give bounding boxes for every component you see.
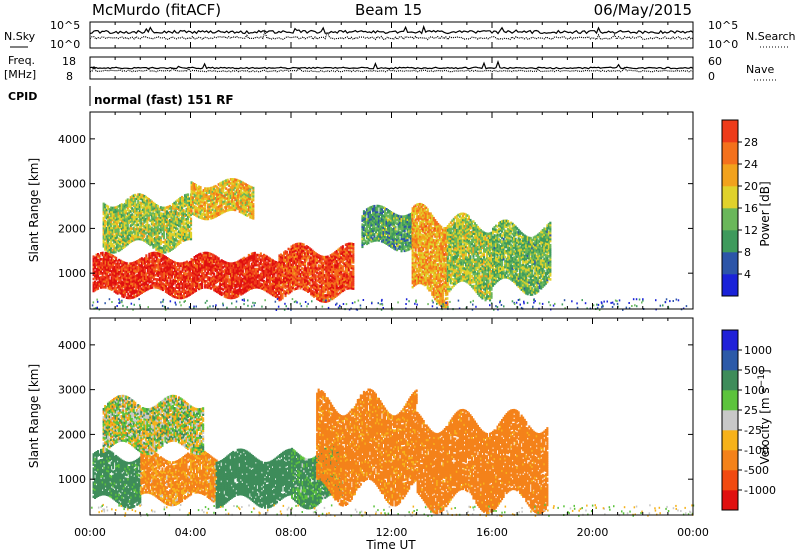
power-cell [115,257,117,260]
freq-tick-bottom: 8 [66,70,73,83]
power-cell [260,252,262,255]
power-cell [252,187,254,190]
noise-tick-top-right: 10^5 [708,19,738,32]
noise-tick-bottom-right: 10^0 [708,38,738,51]
power-cell [213,273,215,276]
noise-tick-top: 10^5 [50,19,80,32]
power-cell [342,245,344,248]
power-cell [352,243,354,246]
nsky-label: N.Sky [4,30,36,43]
date-label: 06/May/2015 [594,1,692,19]
station-title: McMurdo (fitACF) [92,1,221,19]
power-cell [107,206,109,209]
power-cell [190,232,192,235]
noise-tick-bottom: 10^0 [50,38,80,51]
power-cell [252,203,254,206]
power-cell [176,228,178,231]
power-cell [187,193,189,196]
freq-traces [90,62,693,72]
cpid-value: normal (fast) 151 RF [94,93,234,107]
power-cell [99,254,101,257]
power-cell [145,254,147,257]
power-blob-0 [93,252,281,300]
power-cell [218,257,220,260]
power-cell [286,251,288,254]
power-cell [157,205,159,208]
freq-label-2: [MHz] [4,68,36,81]
cpid-label: CPID [8,90,37,103]
power-cell [200,186,202,189]
nsearch-label: N.Search [746,30,796,43]
power-cell [352,265,354,268]
nave-tick-top: 60 [708,55,722,68]
nave-label: Nave [746,63,774,76]
power-cell [276,262,278,265]
beam-label: Beam 15 [355,1,422,19]
power-cell [195,184,197,187]
power-cell [190,228,192,231]
power-blob-3 [191,178,255,220]
freq-label-1: Freq. [8,54,35,67]
power-blob-2 [103,193,193,253]
power-cell [303,243,305,246]
power-cell [190,218,192,221]
nave-tick-bottom: 0 [708,70,715,83]
noise-traces [90,27,693,40]
power-blob-4 [361,205,413,253]
power-data [92,178,687,311]
freq-tick-top: 18 [62,55,76,68]
power-blob-1 [278,243,354,303]
